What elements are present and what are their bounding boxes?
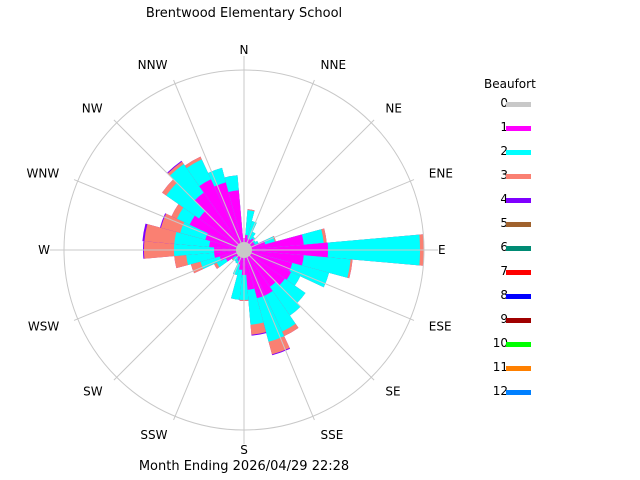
legend-label: 12 xyxy=(492,384,508,398)
legend-item-4: 4 xyxy=(484,192,564,217)
spoke-wnw xyxy=(73,179,245,251)
legend-item-9: 9 xyxy=(484,312,564,337)
compass-label-ne: NE xyxy=(385,102,402,116)
legend-item-12: 12 xyxy=(484,384,564,409)
compass-label-ese: ESE xyxy=(429,320,452,334)
compass-label-nnw: NNW xyxy=(138,58,168,72)
polar-grid xyxy=(50,56,438,444)
legend-label: 2 xyxy=(500,144,508,158)
legend-item-11: 11 xyxy=(484,360,564,385)
legend-label: 5 xyxy=(500,216,508,230)
compass-label-n: N xyxy=(240,43,249,57)
compass-labels: N NNE NE ENE E ESE SE SSE S SSW SW WSW W WNW NW NNW xyxy=(27,43,453,457)
compass-label-s: S xyxy=(240,443,248,457)
legend-label: 0 xyxy=(500,96,508,110)
legend-swatch xyxy=(506,366,531,371)
legend-item-1: 1 xyxy=(484,120,564,145)
legend-label: 4 xyxy=(500,192,508,206)
wind-rose-segment xyxy=(244,250,292,280)
spoke-se xyxy=(243,249,375,381)
compass-label-ssw: SSW xyxy=(140,428,167,442)
legend-swatch xyxy=(506,126,531,131)
compass-label-sw: SW xyxy=(83,384,103,398)
legend-label: 1 xyxy=(500,120,508,134)
legend-swatch xyxy=(506,246,531,251)
compass-label-nne: NNE xyxy=(321,58,347,72)
legend-item-6: 6 xyxy=(484,240,564,265)
compass-label-sse: SSE xyxy=(321,428,344,442)
spoke-ne xyxy=(243,119,375,251)
legend-label: 6 xyxy=(500,240,508,254)
wind-rose-segment xyxy=(244,234,304,250)
legend-label: 10 xyxy=(492,336,508,350)
wind-rose-segment xyxy=(228,190,244,250)
compass-label-e: E xyxy=(438,243,446,257)
legend-swatch xyxy=(506,102,531,107)
spoke-sw xyxy=(113,249,245,381)
wind-rose-segment xyxy=(244,250,273,296)
wind-rose-segment xyxy=(189,215,244,250)
legend-label: 8 xyxy=(500,288,508,302)
legend-swatch xyxy=(506,270,531,275)
legend-swatch xyxy=(506,390,531,395)
legend-swatch xyxy=(506,222,531,227)
legend-label: 7 xyxy=(500,264,508,278)
legend-label: 3 xyxy=(500,168,508,182)
legend-item-2: 2 xyxy=(484,144,564,169)
wind-rose-segment xyxy=(199,179,244,250)
compass-label-wnw: WNW xyxy=(27,166,60,180)
legend-swatch xyxy=(506,150,531,155)
wind-rose-segment xyxy=(209,240,244,250)
legend-swatch xyxy=(506,294,531,299)
compass-label-ene: ENE xyxy=(429,166,453,180)
spoke-nnw xyxy=(173,79,245,251)
legend-item-7: 7 xyxy=(484,264,564,289)
spoke-ese xyxy=(243,249,415,321)
beaufort-legend: Beaufort 0 1 2 3 4 5 6 7 8 9 10 11 12 xyxy=(484,77,564,409)
legend-item-10: 10 xyxy=(484,336,564,361)
wind-rose-segment xyxy=(244,250,304,266)
compass-label-w: W xyxy=(38,243,50,257)
wind-rose-segment xyxy=(244,250,276,287)
compass-label-se: SE xyxy=(385,384,400,398)
spoke-nw xyxy=(113,119,245,251)
spoke-ssw xyxy=(173,249,245,421)
spoke-wsw xyxy=(73,249,245,321)
wind-rose-segment xyxy=(194,192,244,250)
spoke-nne xyxy=(243,79,315,251)
legend-swatch xyxy=(506,318,531,323)
legend-item-0: 0 xyxy=(484,96,564,121)
compass-label-wsw: WSW xyxy=(28,320,59,334)
legend-label: 9 xyxy=(500,312,508,326)
chart-title: Brentwood Elementary School xyxy=(145,6,343,21)
legend-item-5: 5 xyxy=(484,216,564,241)
wind-rose-segment xyxy=(244,250,255,290)
spoke-sse xyxy=(243,249,315,421)
wind-rose-segment xyxy=(198,211,244,250)
legend-swatch xyxy=(506,198,531,203)
legend-label: 11 xyxy=(492,360,508,374)
legend-item-3: 3 xyxy=(484,168,564,193)
wind-rose-wedges xyxy=(142,156,425,356)
wind-rose-segment xyxy=(244,250,285,286)
chart-footer-timestamp: Month Ending 2026/04/29 22:28 xyxy=(138,459,350,474)
legend-swatch xyxy=(506,342,531,347)
spoke-ene xyxy=(243,179,415,251)
compass-label-nw: NW xyxy=(82,102,103,116)
legend-item-8: 8 xyxy=(484,288,564,313)
legend-swatch xyxy=(506,174,531,179)
legend-title: Beaufort xyxy=(484,77,536,91)
